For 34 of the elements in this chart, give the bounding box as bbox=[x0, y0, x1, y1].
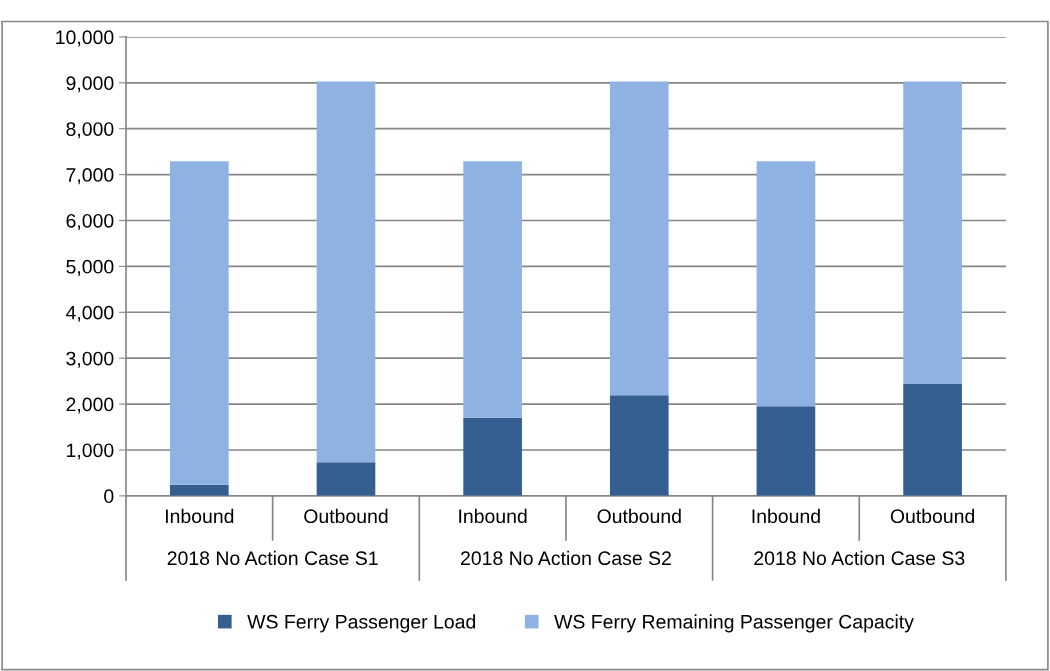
bar bbox=[463, 417, 522, 496]
legend-label: WS Ferry Passenger Load bbox=[247, 614, 476, 633]
y-tick-label: 9,000 bbox=[66, 76, 114, 93]
y-tick-label: 1,000 bbox=[67, 443, 114, 460]
y-tick-label: 6,000 bbox=[66, 213, 114, 231]
bar bbox=[170, 484, 229, 496]
y-tick-label: 10,000 bbox=[56, 30, 114, 47]
text: 2018 No Action Case S2 bbox=[461, 550, 671, 566]
y-tick-label: 8,000 bbox=[66, 122, 114, 139]
bar bbox=[170, 161, 229, 485]
y-tick-label: 0 bbox=[104, 489, 114, 504]
y-tick-label: 7,000 bbox=[66, 168, 114, 185]
x-tick-label: Inbound bbox=[165, 508, 234, 524]
bar bbox=[903, 383, 962, 496]
y-tick-label: 5,000 bbox=[66, 259, 114, 276]
bar bbox=[609, 81, 669, 396]
x-tick-label: Outbound bbox=[304, 508, 388, 524]
y-tick-label: 2,000 bbox=[66, 397, 114, 414]
bar bbox=[463, 161, 522, 418]
bar bbox=[756, 406, 816, 496]
x-tick-label: Inbound bbox=[752, 508, 820, 524]
legend-label: WS Ferry Remaining Passenger Capacity bbox=[554, 614, 914, 633]
y-tick-label: 3,000 bbox=[66, 351, 114, 368]
x-tick-label: Inbound bbox=[459, 508, 527, 524]
bar bbox=[756, 161, 816, 407]
x-tick-label: Outbound bbox=[890, 508, 975, 524]
bar bbox=[316, 462, 376, 496]
y-tick-label: 4,000 bbox=[65, 305, 114, 322]
text: 2018 No Action Case S3 bbox=[754, 550, 965, 566]
bar bbox=[903, 81, 962, 384]
text: 2018 No Action Case S1 bbox=[167, 550, 378, 566]
bar bbox=[609, 395, 669, 496]
bar bbox=[316, 81, 376, 463]
x-tick-label: Outbound bbox=[597, 508, 681, 524]
